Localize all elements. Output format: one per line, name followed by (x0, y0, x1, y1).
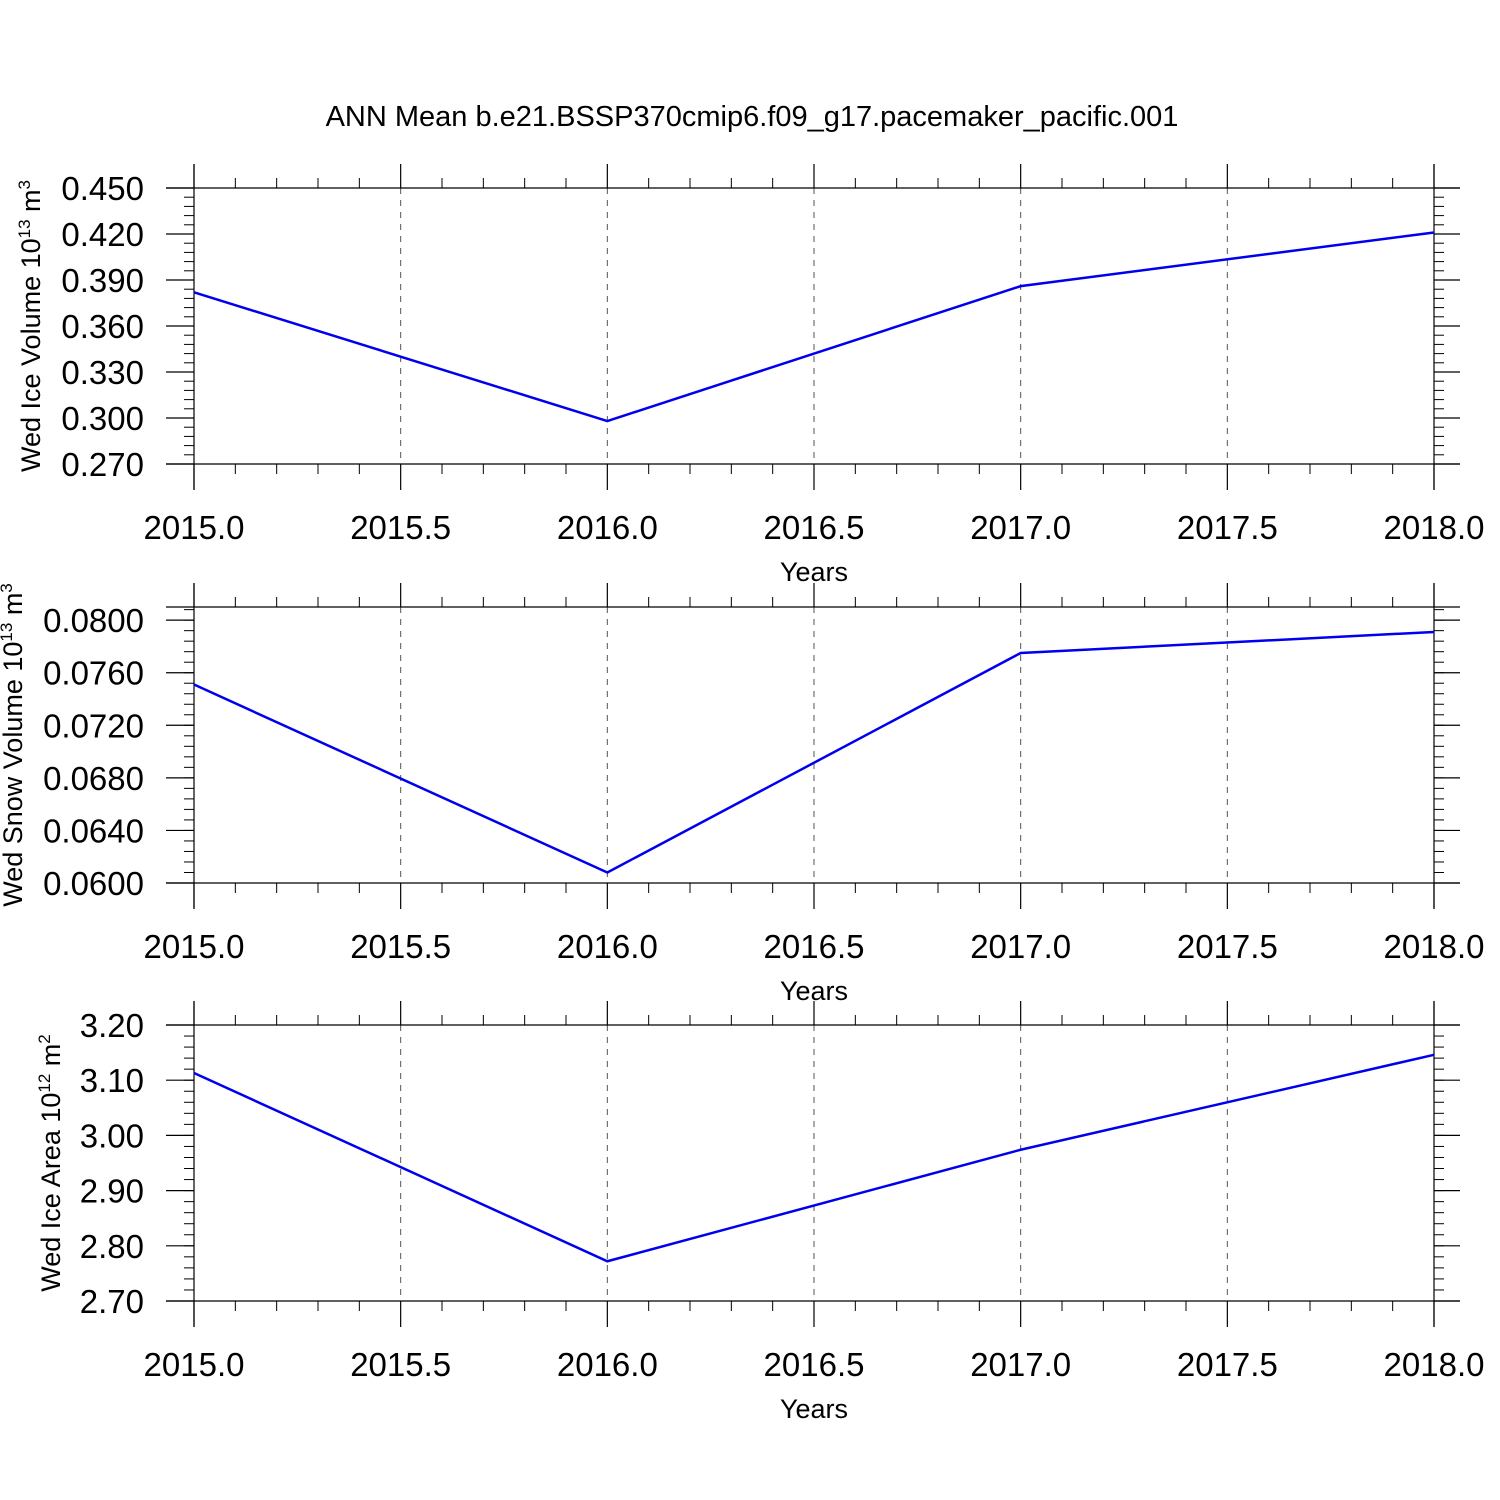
x-tick-label: 2017.0 (970, 509, 1071, 546)
x-tick-label: 2017.5 (1177, 509, 1278, 546)
y-axis-title: Wed Snow Volume 1013 m3 (0, 583, 28, 907)
y-axis-title: Wed Ice Area 1012 m2 (35, 1034, 66, 1292)
x-tick-label: 2017.0 (970, 1346, 1071, 1383)
y-axis-title-text: Wed Ice Volume 10 (16, 238, 46, 472)
x-tick-label: 2016.0 (557, 509, 658, 546)
y-tick-label: 0.300 (61, 400, 144, 437)
series-line (193, 231, 1435, 423)
x-tick-label: 2015.5 (350, 928, 451, 965)
y-tick-label: 0.0800 (43, 602, 144, 639)
x-tick-label: 2016.5 (764, 928, 865, 965)
y-axis-title-unit: m (36, 1044, 66, 1074)
x-tick-label: 2015.0 (144, 509, 245, 546)
x-tick-label: 2015.5 (350, 1346, 451, 1383)
y-axis-title-exponent: 12 (35, 1074, 54, 1093)
y-tick-label: 0.360 (61, 308, 144, 345)
x-tick-label: 2017.0 (970, 928, 1071, 965)
y-axis-title-text: Wed Ice Area 10 (36, 1093, 66, 1292)
x-tick-label: 2018.0 (1384, 1346, 1485, 1383)
x-axis-title: Years (780, 557, 848, 587)
chart-panel-2: 2015.0 2015.5 2016.0 2016.5 2017.0 2017.5 2018… (0, 583, 1484, 1006)
y-tick-label: 0.450 (61, 170, 144, 207)
y-tick-label: 0.330 (61, 354, 144, 391)
y-tick-label: 2.80 (80, 1228, 144, 1265)
chart-panel-1: 2015.0 2015.5 2016.0 2016.5 2017.0 2017.5 2018… (15, 164, 1484, 587)
y-axis-title-text: Wed Snow Volume 10 (0, 642, 28, 907)
y-axis-title-unit: m (0, 593, 28, 623)
y-tick-label: 3.20 (80, 1007, 144, 1044)
y-axis-title-unit-exponent: 3 (0, 583, 16, 592)
chart-title: ANN Mean b.e21.BSSP370cmip6.f09_g17.pace… (326, 101, 1179, 133)
x-tick-label: 2016.0 (557, 928, 658, 965)
x-tick-label: 2018.0 (1384, 509, 1485, 546)
y-axis-title-exponent: 13 (15, 219, 34, 238)
y-tick-label: 0.420 (61, 216, 144, 253)
y-axis-title-unit-exponent: 2 (35, 1034, 54, 1043)
series-line (193, 1053, 1435, 1263)
y-tick-label: 3.10 (80, 1062, 144, 1099)
y-tick-label: 0.0760 (43, 655, 144, 692)
y-axis-title-unit: m (16, 189, 46, 219)
y-axis-title-exponent: 13 (0, 623, 16, 642)
y-tick-label: 0.0720 (43, 707, 144, 744)
y-axis-title-unit-exponent: 3 (15, 180, 34, 189)
y-tick-label: 2.70 (80, 1283, 144, 1320)
series-line (193, 630, 1435, 874)
x-tick-label: 2016.0 (557, 1346, 658, 1383)
x-axis-title: Years (780, 1394, 848, 1424)
x-tick-label: 2016.5 (764, 509, 865, 546)
y-tick-label: 0.0680 (43, 760, 144, 797)
x-tick-label: 2015.5 (350, 509, 451, 546)
chart-panel-3: 2015.0 2015.5 2016.0 2016.5 2017.0 2017.5 2018… (35, 1001, 1484, 1424)
y-tick-label: 3.00 (80, 1117, 144, 1154)
x-tick-label: 2017.5 (1177, 928, 1278, 965)
y-tick-label: 2.90 (80, 1173, 144, 1210)
y-axis-title: Wed Ice Volume 1013 m3 (15, 180, 46, 472)
x-tick-label: 2015.0 (144, 928, 245, 965)
x-tick-label: 2015.0 (144, 1346, 245, 1383)
y-tick-label: 0.0600 (43, 865, 144, 902)
y-tick-label: 0.0640 (43, 812, 144, 849)
x-tick-label: 2016.5 (764, 1346, 865, 1383)
panels: 2015.0 2015.5 2016.0 2016.5 2017.0 2017.5 2018… (0, 164, 1484, 1424)
x-tick-label: 2018.0 (1384, 928, 1485, 965)
y-tick-label: 0.390 (61, 262, 144, 299)
y-tick-label: 0.270 (61, 446, 144, 483)
x-tick-label: 2017.5 (1177, 1346, 1278, 1383)
